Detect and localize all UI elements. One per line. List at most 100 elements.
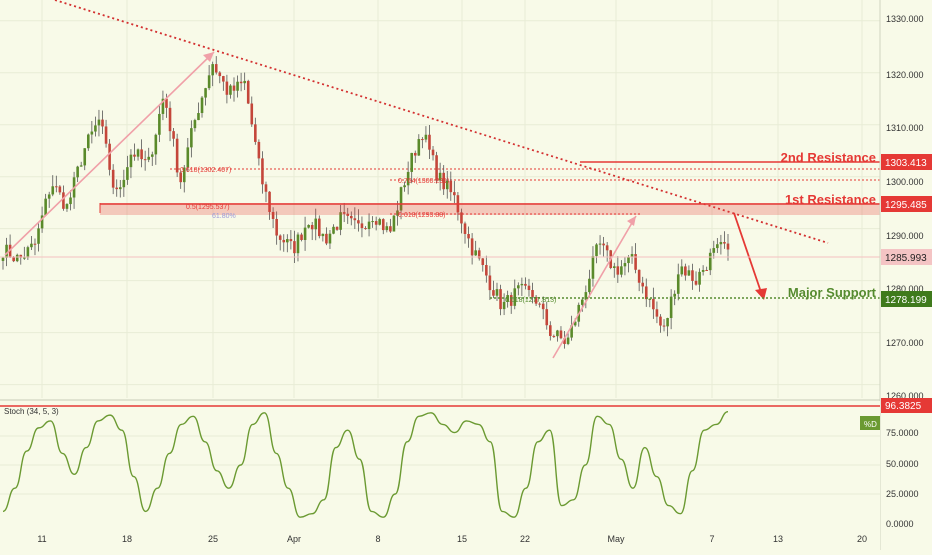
candle — [104, 126, 108, 144]
candle — [154, 134, 158, 155]
time-tick: 20 — [857, 534, 867, 544]
candle — [460, 212, 463, 224]
candle — [282, 239, 286, 243]
candle — [40, 215, 44, 229]
candle — [517, 285, 520, 289]
current-price-tag — [881, 249, 932, 265]
major-support-price-tag — [881, 291, 932, 307]
price-axis[interactable]: 1330.000 1320.000 1310.000 1300.000 1290… — [886, 14, 924, 401]
candle — [239, 81, 243, 84]
candle — [79, 165, 83, 167]
candle — [573, 321, 577, 326]
stoch-d-tag — [860, 416, 880, 430]
candle — [30, 243, 33, 248]
candle — [147, 156, 151, 160]
candle — [69, 197, 72, 205]
candle — [200, 97, 204, 114]
candle — [396, 210, 399, 216]
candle — [122, 179, 126, 188]
stoch-axis: 75.0000 50.0000 25.0000 0.0000 — [886, 428, 919, 529]
candle — [655, 309, 659, 317]
stoch-d-label: %D — [864, 420, 877, 429]
candle — [620, 266, 623, 275]
time-tick: 13 — [773, 534, 783, 544]
stoch-line — [2, 410, 729, 518]
candle — [691, 270, 694, 281]
candle — [193, 120, 197, 129]
candle — [218, 72, 222, 77]
candle — [83, 148, 87, 166]
candle — [467, 233, 470, 239]
candle — [346, 213, 350, 216]
candle — [140, 149, 143, 160]
first-resistance-price: 1295.485 — [885, 200, 927, 211]
candle — [726, 243, 730, 250]
candle — [349, 215, 353, 219]
candle — [300, 234, 303, 240]
candle — [51, 186, 55, 195]
stoch-tick: 50.0000 — [886, 459, 919, 469]
candle — [97, 119, 101, 126]
candle — [94, 125, 97, 132]
candle — [65, 204, 69, 209]
stoch-pane[interactable] — [0, 401, 880, 550]
candle — [492, 290, 495, 296]
candle — [701, 269, 705, 272]
candle — [271, 211, 275, 219]
candle — [278, 235, 282, 240]
candle — [723, 242, 726, 244]
candle — [566, 337, 570, 344]
downtrend-line — [54, 0, 829, 244]
candle — [641, 282, 645, 287]
candle — [115, 187, 119, 190]
fib-label-3b: 61.80% — [212, 213, 236, 220]
candle — [513, 288, 517, 306]
candle — [559, 330, 563, 339]
candle — [197, 113, 200, 121]
stoch-title: Stoch (34, 5, 3) — [4, 407, 59, 416]
candle — [623, 263, 627, 267]
second-resistance-price-tag — [881, 154, 932, 170]
candle — [307, 224, 310, 228]
time-axis[interactable]: 11 18 25 Apr 8 15 22 May 7 13 20 — [37, 534, 867, 544]
candle — [716, 244, 719, 249]
candle — [417, 139, 421, 156]
candle — [385, 226, 389, 231]
candle — [129, 154, 133, 168]
candle — [644, 286, 648, 300]
candle — [538, 303, 541, 305]
candle — [477, 250, 481, 259]
price-tick: 1310.000 — [886, 123, 924, 133]
fib-label-4: 0.618(1293.88) — [398, 212, 445, 219]
swing-arrow-head — [203, 52, 214, 62]
candle — [687, 270, 691, 276]
candle — [637, 269, 641, 283]
candle — [179, 172, 182, 183]
candle — [602, 243, 605, 246]
fib-label-1: 0.618(1302.407) — [180, 167, 231, 174]
stoch-grid — [0, 435, 880, 495]
candle — [76, 166, 79, 178]
candle — [698, 271, 701, 285]
candle — [101, 119, 104, 127]
candle — [310, 224, 314, 230]
time-tick: 11 — [37, 534, 46, 544]
candle — [367, 221, 371, 230]
major-support-label: Major Support — [788, 285, 877, 300]
candle — [229, 85, 232, 95]
candle — [360, 223, 364, 229]
second-resistance-label: 2nd Resistance — [781, 150, 876, 165]
candle — [12, 257, 15, 262]
candle — [673, 293, 676, 297]
stoch-value-tag — [881, 398, 932, 413]
candle — [335, 226, 339, 230]
candle — [357, 220, 360, 224]
candle — [204, 88, 207, 98]
candle — [339, 212, 342, 230]
candle — [431, 149, 435, 156]
candle — [445, 180, 449, 190]
stoch-tick: 0.0000 — [886, 519, 914, 529]
candle — [580, 299, 584, 305]
